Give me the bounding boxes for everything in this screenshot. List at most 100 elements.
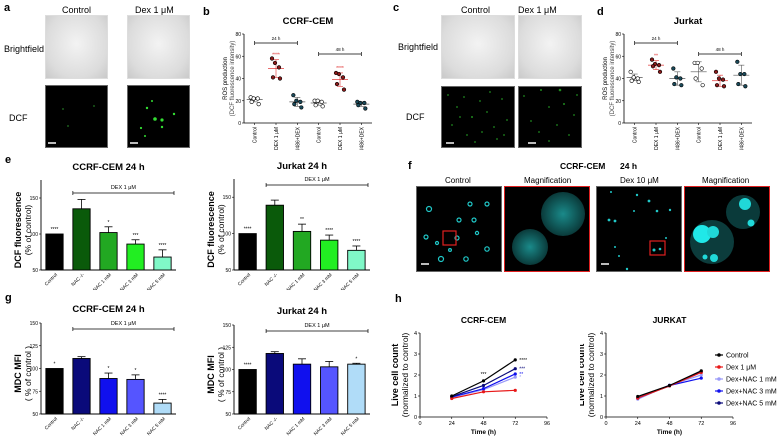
y-tick-label: 20 <box>235 99 241 105</box>
y-tick-label: 150 <box>223 323 232 329</box>
y-axis-label: DCF fluorescence <box>206 191 216 268</box>
x-tick-label: Control <box>44 416 59 431</box>
brightfield-image-dex <box>518 15 582 79</box>
dcf-cells-control <box>62 105 95 127</box>
panel-label-a: a <box>4 2 11 14</box>
x-axis-label: Time (h) <box>471 429 496 436</box>
x-tick-label: 0 <box>604 421 607 427</box>
data-point <box>334 81 340 87</box>
significance-marker: * <box>54 362 56 368</box>
y-tick-label: 3 <box>600 352 603 358</box>
x-tick-label: Control <box>253 127 259 143</box>
data-point <box>716 76 722 81</box>
data-point <box>736 81 741 87</box>
x-tick-label: RU486+DEX <box>359 126 365 150</box>
bar <box>347 249 366 271</box>
data-point <box>735 59 740 64</box>
dcf-image-control <box>441 86 515 148</box>
chart-mdc-jurkat: Jurkat 24 h 50 75 100 125 150 MDC MFI( % of co… <box>206 306 370 437</box>
y-tick-label: 4 <box>600 331 603 337</box>
y-tick-label: 50 <box>32 268 38 274</box>
y-tick-label: 2 <box>414 373 417 379</box>
bar <box>265 353 284 415</box>
bar <box>292 363 312 415</box>
data-point <box>450 396 454 401</box>
dcf-cells-dex <box>523 88 578 142</box>
brightfield-image-control <box>45 15 108 79</box>
y-axis-label: ROS production <box>603 57 609 100</box>
chart-title: Jurkat 24 h <box>277 306 327 317</box>
y-tick-label: 60 <box>235 54 241 60</box>
significance-marker: **** <box>519 358 527 364</box>
data-point <box>743 84 748 89</box>
chart-title: Jurkat 24 h <box>277 161 327 172</box>
scale-bar <box>528 142 536 144</box>
x-tick-label: 0 <box>418 421 421 427</box>
data-point <box>481 379 486 383</box>
significance-marker: **** <box>336 66 344 72</box>
bar <box>238 369 257 415</box>
data-point <box>315 98 320 103</box>
y-tick-label: 3 <box>414 352 417 358</box>
y-tick-label: 1 <box>414 394 417 400</box>
legend-marker <box>717 365 721 369</box>
data-point <box>513 367 517 371</box>
x-tick-label: NAC 3 mM <box>313 272 334 290</box>
data-point <box>481 387 486 391</box>
x-tick-label: 72 <box>698 421 704 427</box>
significance-marker: * <box>519 375 521 381</box>
mdc-magnification-control <box>504 186 590 272</box>
dcf-cells-control <box>447 91 508 143</box>
y-tick-label: 75 <box>32 389 38 395</box>
dcf-image-dex <box>518 86 582 148</box>
y-tick-label: 100 <box>223 232 232 238</box>
significance-marker: * <box>355 356 357 362</box>
data-point <box>636 394 640 399</box>
y-axis-sublabel: (% of control) <box>23 205 33 256</box>
significance-marker: *** <box>481 372 487 378</box>
chart-ros-jurkat: Jurkat 0 20 40 60 80 ROS production (DCF fluore… <box>603 16 752 150</box>
bar <box>99 232 118 271</box>
data-point <box>513 388 517 392</box>
x-tick-label: NAC -/- <box>264 416 280 432</box>
bracket-label: DEX 1 μM <box>304 323 330 329</box>
x-tick-label: Control <box>44 272 59 287</box>
x-tick-label: 24 <box>635 421 641 427</box>
mdc-magnified-cells-control <box>512 192 585 265</box>
y-tick-label: 100 <box>30 232 39 238</box>
x-tick-label: DEX 1 μM <box>274 127 280 150</box>
x-tick-label: NAC 1 mM <box>92 272 113 290</box>
x-tick-label: NAC -/- <box>70 272 86 288</box>
x-tick-label: 72 <box>512 421 518 427</box>
data-point <box>356 103 361 108</box>
significance-marker: **** <box>244 227 252 233</box>
panel-label-d: d <box>597 6 604 18</box>
col-label-dex-10: Dex 10 μM <box>620 176 659 185</box>
data-point <box>679 83 684 88</box>
data-point <box>249 99 254 104</box>
data-point <box>699 376 703 380</box>
chart-title: CCRF-CEM <box>461 315 506 325</box>
data-point <box>720 77 726 82</box>
significance-marker: * <box>108 366 110 372</box>
chart-dcf-jurkat: Jurkat 24 h 50 100 150 DCF fluorescence (% of… <box>206 161 370 290</box>
x-tick-label: NAC 5 mM <box>146 272 167 290</box>
x-tick-label: NAC -/- <box>70 416 86 432</box>
legend-marker <box>717 353 721 357</box>
data-point <box>657 69 663 74</box>
data-point <box>742 71 747 77</box>
panel-f-time: 24 h <box>620 161 638 171</box>
data-point <box>363 106 368 111</box>
x-tick-label: DEX 1 μM <box>654 127 660 150</box>
row-label-dcf: DCF <box>9 113 28 123</box>
bar <box>265 204 284 271</box>
scale-bar <box>48 142 56 144</box>
x-tick-label: DEX 1 μM <box>718 127 724 150</box>
mdc-magnification-dex <box>684 186 770 272</box>
y-tick-label: 150 <box>30 321 39 327</box>
mdc-image-control <box>416 186 502 272</box>
col-label-dex: Dex 1 μM <box>518 5 557 15</box>
data-point <box>341 87 347 92</box>
panel-label-e: e <box>5 154 12 166</box>
data-point <box>674 75 679 80</box>
